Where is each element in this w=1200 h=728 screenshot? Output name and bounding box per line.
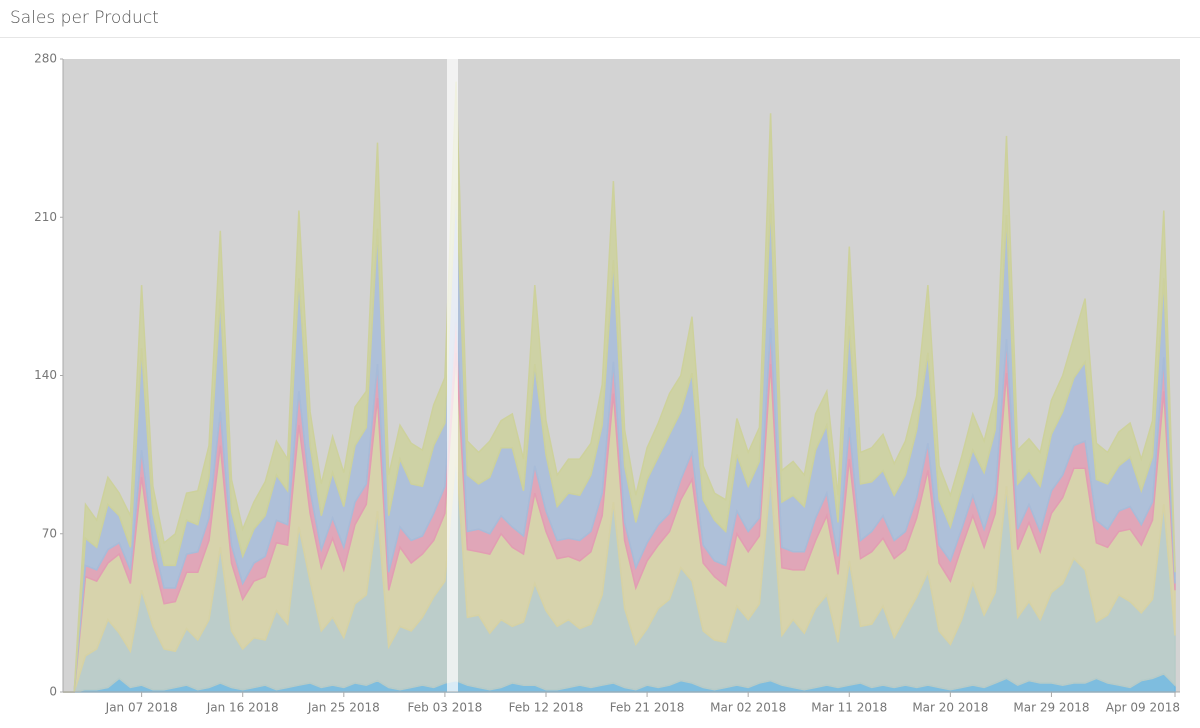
header: Sales per Product [0,0,1200,38]
x-tick-label: Feb 12 2018 [509,701,584,715]
x-tick-label: Mar 20 2018 [912,701,988,715]
x-tick-label: Feb 21 2018 [610,701,685,715]
y-tick-label: 210 [34,210,57,224]
x-tick-label: Apr 09 2018 [1106,701,1180,715]
y-tick-label: 70 [42,526,57,540]
x-tick-label: Jan 16 2018 [206,701,279,715]
x-tick-label: Mar 02 2018 [710,701,786,715]
x-tick-label: Jan 25 2018 [307,701,380,715]
hover-band [447,59,458,692]
x-tick-label: Mar 29 2018 [1013,701,1089,715]
area [63,81,1176,693]
y-tick-label: 0 [49,685,57,699]
y-tick-label: 280 [34,52,57,66]
y-tick-label: 140 [34,368,57,382]
x-tick-label: Mar 11 2018 [811,701,887,715]
chart: 0 70 140 210 280 Jan 07 2018 Jan 16 2018 Jan 25… [34,52,1180,715]
x-tick-label: Jan 07 2018 [105,701,178,715]
chart-title: Sales per Product [10,8,159,28]
x-tick-label: Feb 03 2018 [408,701,483,715]
